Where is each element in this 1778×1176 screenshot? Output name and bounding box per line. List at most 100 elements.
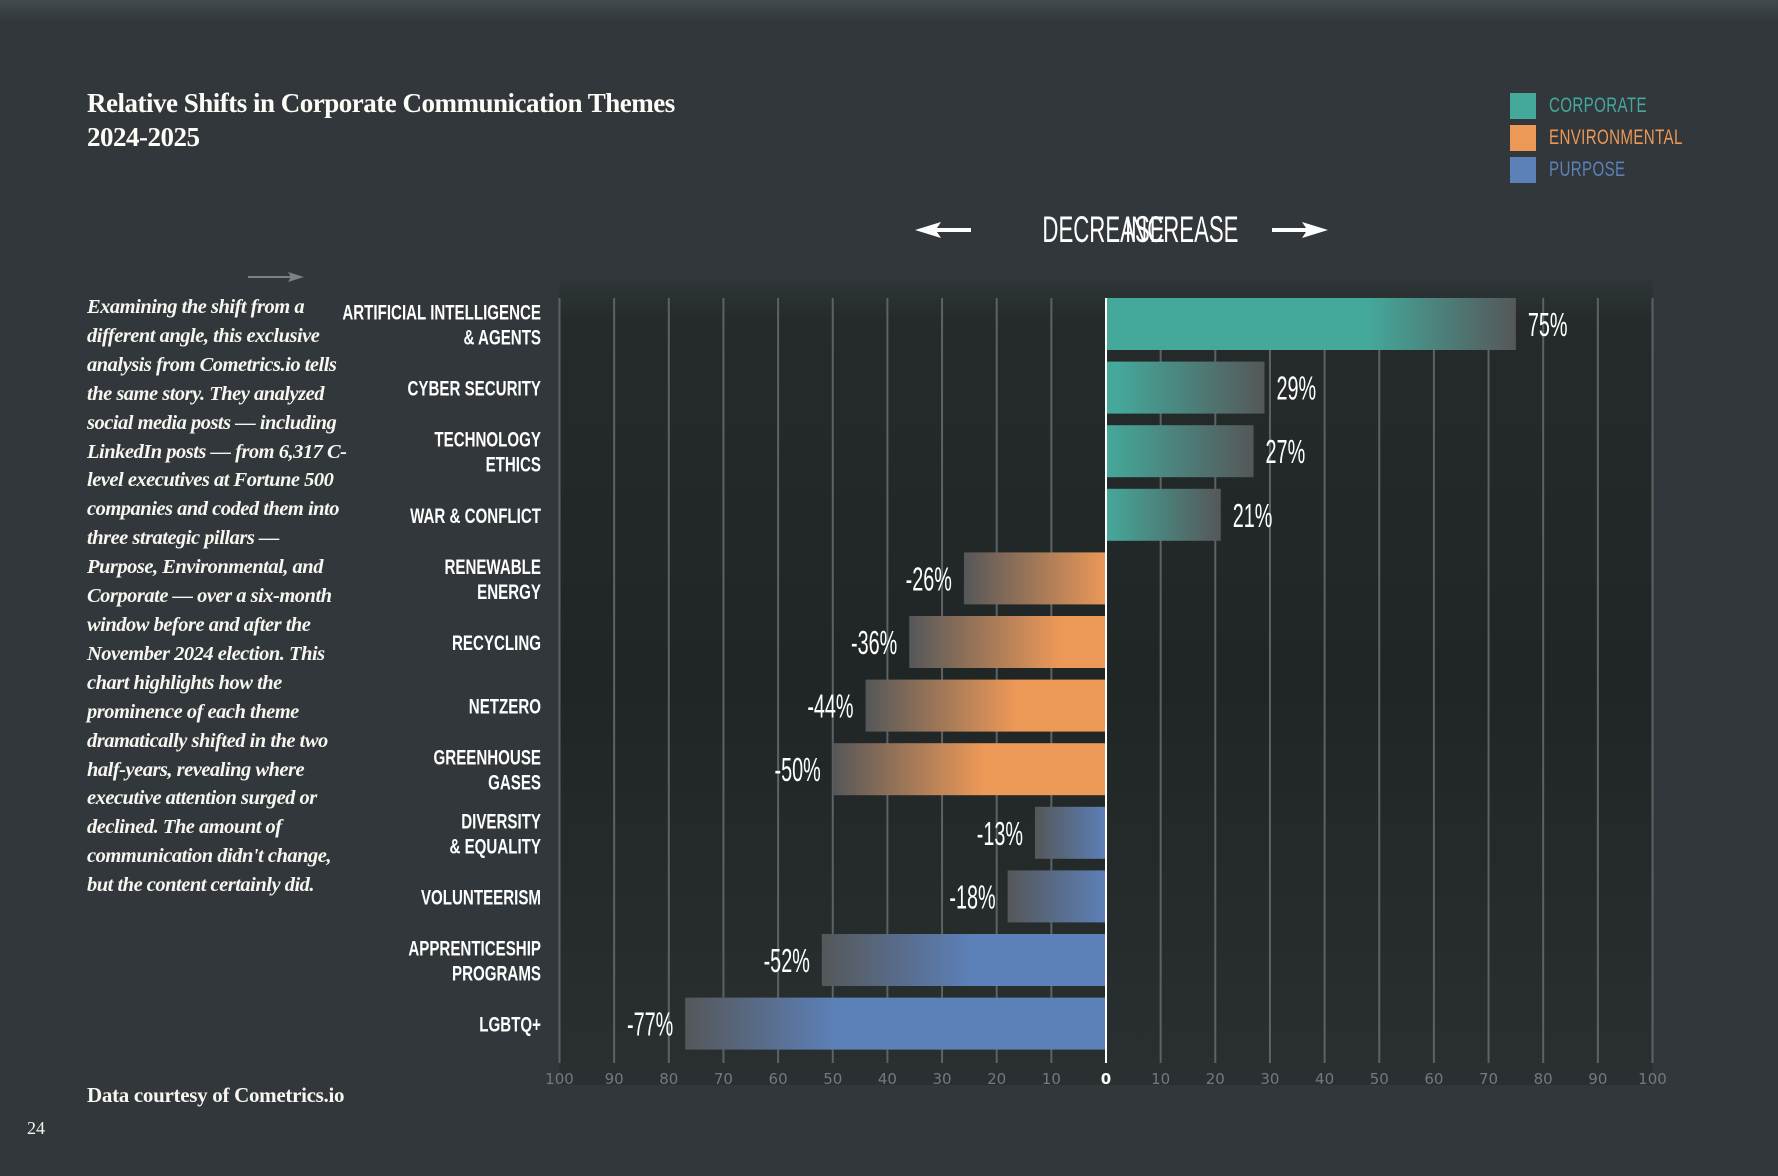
- direction-increase-label: INCREASE: [1125, 209, 1239, 250]
- value-label: 29%: [1276, 369, 1316, 407]
- category-label: WAR & CONFLICT: [410, 503, 541, 527]
- category-labels: ARTIFICIAL INTELLIGENCE & AGENTS CYBER SEC…: [342, 300, 541, 1036]
- value-label: -44%: [807, 687, 853, 725]
- x-tick-labels: 100 90 80 70 60 50 40 30 20 10 0 10 20 30 40 50 60 70 80 90…: [545, 1070, 1667, 1088]
- category-label: TECHNOLOGY ETHICS: [434, 427, 541, 476]
- legend-item-purpose: PURPOSE: [1510, 154, 1735, 186]
- category-label: ARTIFICIAL INTELLIGENCE & AGENTS: [342, 300, 541, 349]
- category-label-line: WAR & CONFLICT: [410, 503, 541, 527]
- value-label: -26%: [906, 560, 952, 598]
- chart-title-line-1: Relative Shifts in Corporate Communicati…: [87, 88, 675, 118]
- direction-increase: INCREASE: [1125, 208, 1329, 252]
- value-label: -50%: [775, 751, 821, 789]
- x-tick-label: 20: [1206, 1070, 1225, 1088]
- chart-title: Relative Shifts in Corporate Communicati…: [87, 86, 675, 154]
- category-label-line: & AGENTS: [464, 325, 541, 349]
- category-label: LGBTQ+: [479, 1012, 541, 1036]
- bar-purpose: [821, 934, 1106, 986]
- intro-paragraph: Examining the shift from a different ang…: [87, 296, 347, 897]
- x-tick-label: 40: [878, 1070, 897, 1088]
- arrow-right-icon: [248, 272, 304, 282]
- value-label: -18%: [949, 878, 995, 916]
- category-label-line: CYBER SECURITY: [408, 376, 541, 400]
- bar-environmental: [832, 743, 1106, 796]
- value-label: -36%: [851, 624, 897, 662]
- legend-swatch-purpose: [1510, 157, 1536, 183]
- category-label: APPRENTICESHIP PROGRAMS: [408, 936, 541, 985]
- x-tick-label: 30: [933, 1070, 952, 1088]
- x-tick-label: 10: [1042, 1070, 1061, 1088]
- x-tick-label: 70: [1479, 1070, 1498, 1088]
- category-label-line: VOLUNTEERISM: [421, 885, 541, 909]
- category-label-line: APPRENTICESHIP: [408, 936, 541, 960]
- value-labels: 75% 29% 27% 21% -26%-36% -44% -50% -13% -18% -52%…: [627, 306, 1568, 1043]
- category-label: RECYCLING: [452, 630, 541, 654]
- bar-corporate: [1106, 298, 1516, 350]
- category-label-line: GASES: [488, 770, 541, 794]
- x-tick-label: 100: [545, 1070, 574, 1088]
- bar-purpose: [685, 997, 1106, 1050]
- legend-label-environmental: ENVIRONMENTAL: [1549, 126, 1683, 149]
- legend-swatch-corporate: [1510, 93, 1536, 119]
- legend-swatch-environmental: [1510, 125, 1536, 151]
- bars: [685, 298, 1516, 1050]
- value-label: 75%: [1528, 306, 1568, 344]
- category-label: VOLUNTEERISM: [421, 885, 541, 909]
- category-label-line: RENEWABLE: [444, 554, 541, 578]
- value-label: 21%: [1233, 496, 1273, 534]
- value-label: -13%: [977, 814, 1023, 852]
- x-tick-label: 80: [659, 1070, 678, 1088]
- category-label-line: LGBTQ+: [479, 1012, 541, 1036]
- x-tick-label: 70: [714, 1070, 733, 1088]
- bar-environmental: [963, 552, 1106, 605]
- x-tick-label: 0: [1101, 1070, 1111, 1088]
- legend-label-corporate: CORPORATE: [1549, 94, 1647, 117]
- category-label-line: ENERGY: [477, 579, 541, 603]
- bar-purpose: [1034, 806, 1106, 859]
- arrow-right-icon: [1272, 222, 1329, 238]
- bar-environmental: [865, 679, 1106, 732]
- category-label-line: DIVERSITY: [461, 809, 541, 833]
- category-label: RENEWABLE ENERGY: [444, 554, 541, 603]
- arrow-left-icon: [915, 222, 971, 238]
- x-tick-label: 60: [769, 1070, 788, 1088]
- category-label: NETZERO: [469, 694, 541, 718]
- page-number: 24: [27, 1118, 45, 1138]
- bar-environmental: [909, 616, 1106, 668]
- category-label-line: RECYCLING: [452, 630, 541, 654]
- category-label-line: ARTIFICIAL INTELLIGENCE: [342, 300, 541, 324]
- x-tick-label: 90: [1588, 1070, 1607, 1088]
- legend-label-purpose: PURPOSE: [1549, 158, 1626, 181]
- direction-decrease: DECREASE: [915, 208, 1165, 252]
- category-label: GREENHOUSE GASES: [434, 745, 541, 794]
- value-label: -77%: [627, 1005, 673, 1043]
- x-tick-label: 80: [1534, 1070, 1553, 1088]
- value-label: 27%: [1266, 433, 1306, 471]
- x-tick-label: 10: [1151, 1070, 1170, 1088]
- data-source: Data courtesy of Cometrics.io: [87, 1083, 345, 1107]
- x-tick-label: 50: [1370, 1070, 1389, 1088]
- x-tick-label: 100: [1638, 1070, 1667, 1088]
- category-label-line: ETHICS: [486, 452, 541, 476]
- x-tick-label: 90: [605, 1070, 624, 1088]
- bar-purpose: [1007, 870, 1106, 923]
- direction-decrease-label: DECREASE: [1042, 209, 1165, 250]
- legend: CORPORATE ENVIRONMENTAL PURPOSE: [1510, 90, 1735, 186]
- value-label: -52%: [764, 942, 810, 980]
- category-label: CYBER SECURITY: [408, 376, 541, 400]
- x-tick-label: 50: [823, 1070, 842, 1088]
- category-label-line: TECHNOLOGY: [434, 427, 541, 451]
- x-tick-label: 40: [1315, 1070, 1334, 1088]
- x-tick-label: 20: [987, 1070, 1006, 1088]
- category-label: DIVERSITY & EQUALITY: [450, 809, 541, 858]
- bar-corporate: [1106, 425, 1254, 478]
- bar-corporate: [1106, 361, 1265, 414]
- category-label-line: GREENHOUSE: [434, 745, 541, 769]
- legend-item-environmental: ENVIRONMENTAL: [1510, 122, 1735, 154]
- x-tick-label: 30: [1260, 1070, 1279, 1088]
- category-label-line: & EQUALITY: [450, 834, 541, 858]
- category-label-line: NETZERO: [469, 694, 541, 718]
- legend-item-corporate: CORPORATE: [1510, 90, 1735, 122]
- x-tick-label: 60: [1424, 1070, 1443, 1088]
